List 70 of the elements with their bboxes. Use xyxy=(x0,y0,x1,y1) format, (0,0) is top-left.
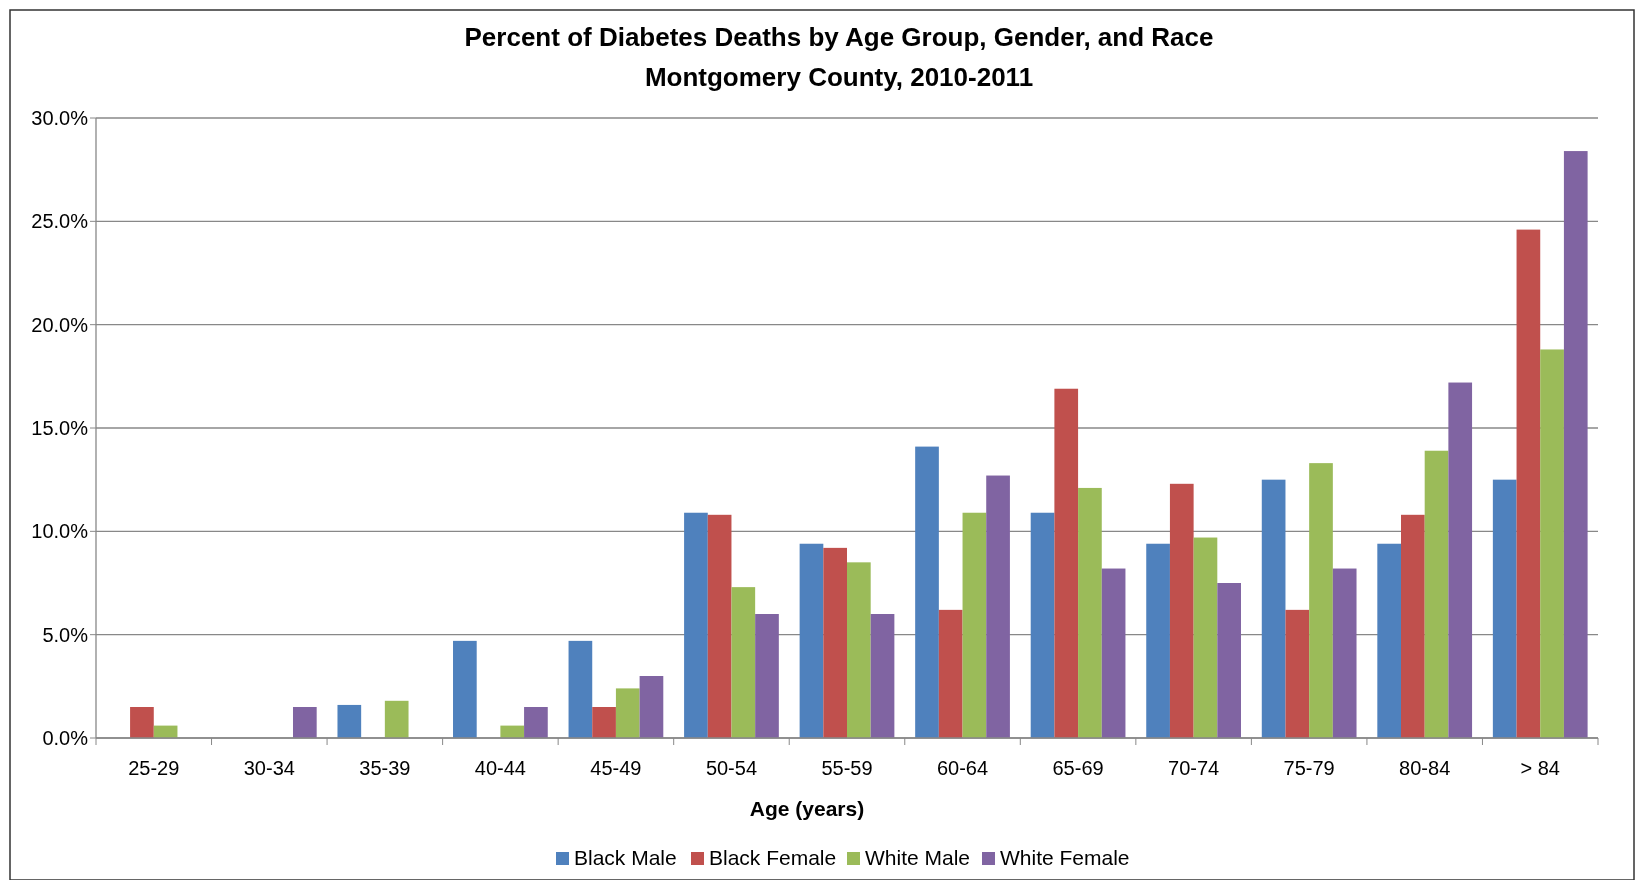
bar xyxy=(799,543,824,738)
bar xyxy=(755,614,779,738)
bar xyxy=(1261,479,1286,738)
bar xyxy=(524,707,548,738)
bar xyxy=(1448,382,1473,738)
bar xyxy=(337,704,362,738)
chart-title: Percent of Diabetes Deaths by Age Group, Gender, and Race xyxy=(464,22,1214,52)
bar xyxy=(1146,543,1170,738)
y-tick-label: 25.0% xyxy=(31,210,89,233)
legend-label: Black Male xyxy=(574,846,677,869)
bar xyxy=(1193,537,1218,738)
bar xyxy=(938,609,963,738)
x-tick-label: 65-69 xyxy=(1052,757,1104,779)
legend-label: White Male xyxy=(865,846,971,869)
x-tick-label: 75-79 xyxy=(1283,757,1335,779)
x-tick-label: 30-34 xyxy=(243,757,295,779)
x-axis-title: Age (years) xyxy=(749,797,865,820)
bar xyxy=(1540,349,1564,738)
bar xyxy=(568,640,593,738)
legend-label: Black Female xyxy=(709,846,837,869)
x-tick-label: 25-29 xyxy=(128,757,180,779)
bar xyxy=(1217,583,1241,738)
bar xyxy=(707,514,732,738)
y-tick-label: 20.0% xyxy=(31,313,89,336)
bar xyxy=(384,700,409,738)
bar xyxy=(615,688,640,738)
bar xyxy=(1285,609,1310,738)
bar xyxy=(639,676,664,738)
bar xyxy=(500,725,525,738)
bar xyxy=(1492,479,1517,738)
bar xyxy=(1309,463,1333,738)
bar xyxy=(453,640,477,738)
bar xyxy=(870,614,895,738)
y-tick-label: 15.0% xyxy=(31,417,89,439)
x-tick-label: 40-44 xyxy=(474,757,526,779)
bar xyxy=(847,562,871,738)
bar xyxy=(1401,514,1425,738)
chart-subtitle: Montgomery County, 2010-2011 xyxy=(644,62,1034,92)
x-tick-label: 55-59 xyxy=(821,757,873,779)
y-tick-label: 5.0% xyxy=(42,623,89,646)
y-tick-label: 0.0% xyxy=(42,727,89,749)
legend-label: White Female xyxy=(1000,846,1130,869)
x-tick-label: 70-74 xyxy=(1168,757,1220,779)
bar xyxy=(962,512,987,738)
x-tick-label: 35-39 xyxy=(359,757,411,779)
x-tick-label: 45-49 xyxy=(590,757,642,779)
y-tick-label: 30.0% xyxy=(31,107,89,129)
bar xyxy=(731,587,756,738)
bar xyxy=(1332,568,1357,738)
bar xyxy=(1169,483,1194,738)
bar xyxy=(1563,151,1588,738)
x-tick-label: 60-64 xyxy=(936,757,989,779)
bar xyxy=(1101,568,1126,738)
bar xyxy=(986,475,1010,738)
bar xyxy=(1054,388,1079,738)
bar xyxy=(823,547,847,738)
bar xyxy=(1030,512,1055,738)
bar xyxy=(592,707,616,738)
x-tick-label: 50-54 xyxy=(705,757,758,779)
y-tick-label: 10.0% xyxy=(31,520,89,543)
bar xyxy=(130,707,154,738)
bar xyxy=(292,707,317,738)
bar xyxy=(915,446,939,738)
bar xyxy=(1377,543,1402,738)
x-tick-label: 80-84 xyxy=(1399,757,1451,779)
bar xyxy=(1516,229,1541,738)
bar xyxy=(1424,450,1449,738)
x-tick-label: > 84 xyxy=(1520,757,1560,779)
bar xyxy=(684,512,708,738)
bar xyxy=(1078,487,1102,738)
